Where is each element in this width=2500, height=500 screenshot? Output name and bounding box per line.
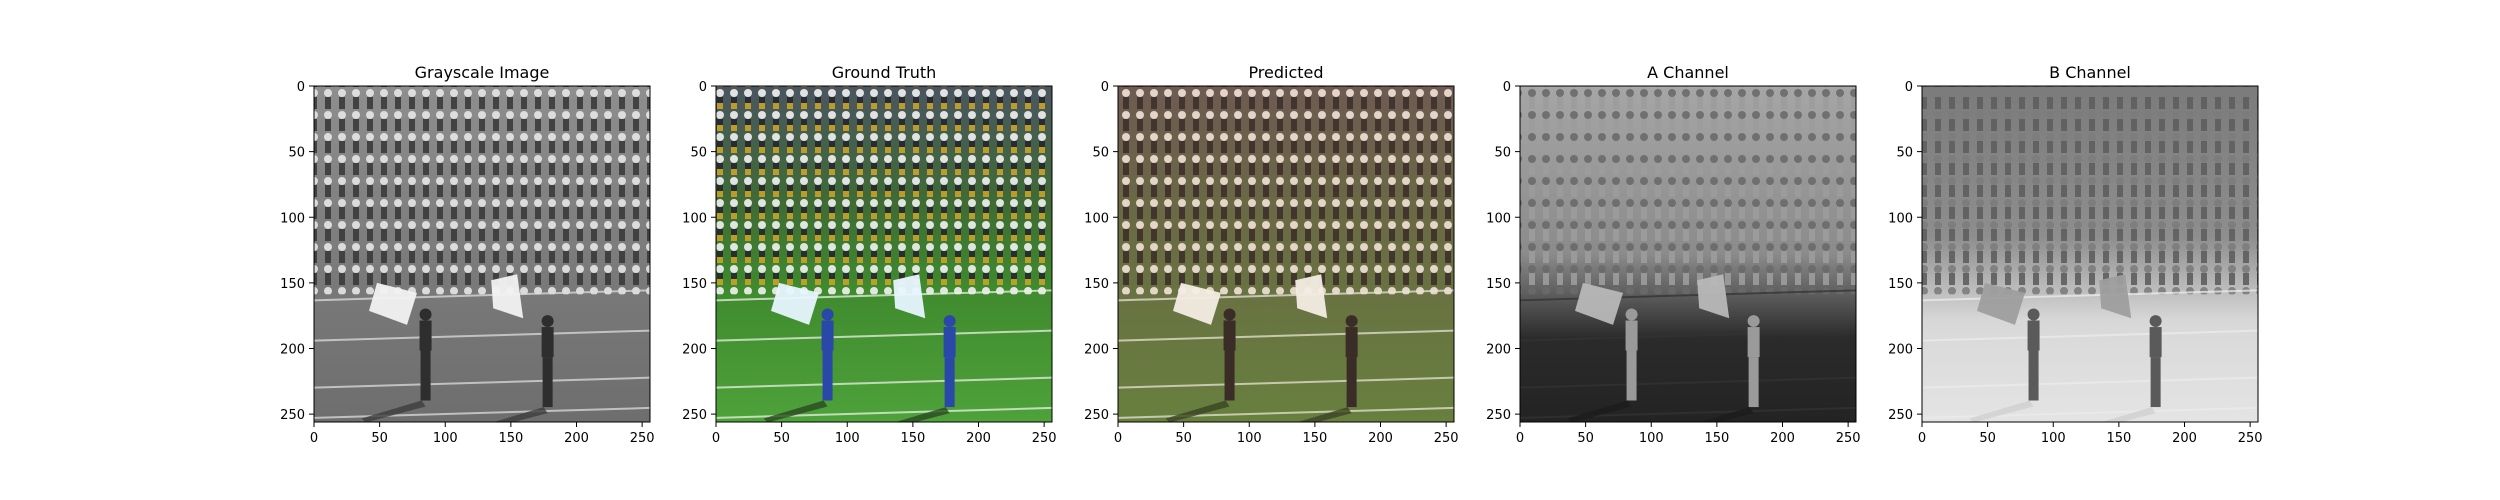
y-tick-label: 150 xyxy=(1486,277,1511,292)
y-tick-label: 0 xyxy=(699,80,707,95)
x-tick-label: 100 xyxy=(835,431,860,446)
y-tick-label: 200 xyxy=(1888,343,1913,358)
panel-a-channel: A Channel 0 50 100 150 200 250 0 50 100 150 200 250 xyxy=(1486,63,1860,446)
x-tick-label: 250 xyxy=(1836,431,1861,446)
y-tick-label: 200 xyxy=(1486,343,1511,358)
x-tick-label: 50 xyxy=(371,431,388,446)
panel-grayscale: Grayscale Image 0 50 100 150 200 250 0 50 100 150 2… xyxy=(280,63,654,446)
axes-frame xyxy=(313,85,651,423)
x-tick-label: 50 xyxy=(1979,431,1996,446)
panel-title: B Channel xyxy=(2049,63,2131,82)
x-tick-label: 100 xyxy=(2041,431,2066,446)
x-tick-label: 250 xyxy=(2238,431,2263,446)
panel-b-channel: B Channel 0 50 100 150 200 250 0 50 100 150 200 250 xyxy=(1888,63,2262,446)
x-tick-label: 0 xyxy=(1516,431,1524,446)
panel-title: Grayscale Image xyxy=(415,63,550,82)
panel-predicted: Predicted 0 50 100 150 200 250 0 50 100 150 200 250 xyxy=(1084,63,1458,446)
x-tick-label: 100 xyxy=(1639,431,1664,446)
x-tick-label: 150 xyxy=(2106,431,2131,446)
panel-truth: Ground Truth 0 50 100 150 200 250 0 50 100 150 200 2… xyxy=(682,63,1056,446)
x-tick-label: 0 xyxy=(1114,431,1122,446)
y-tick-label: 250 xyxy=(682,408,707,423)
y-tick-label: 0 xyxy=(1101,80,1109,95)
y-tick-label: 50 xyxy=(288,146,305,161)
x-tick-label: 50 xyxy=(1175,431,1192,446)
x-tick-label: 200 xyxy=(564,431,589,446)
x-tick-label: 150 xyxy=(1704,431,1729,446)
panel-title: Predicted xyxy=(1248,63,1323,82)
y-tick-label: 200 xyxy=(280,343,305,358)
panel-image xyxy=(1922,86,2258,422)
x-tick-label: 100 xyxy=(433,431,458,446)
x-tick-label: 150 xyxy=(1302,431,1327,446)
x-tick-label: 0 xyxy=(310,431,318,446)
y-tick-label: 250 xyxy=(280,408,305,423)
panel-image xyxy=(716,86,1052,422)
x-tick-label: 200 xyxy=(1770,431,1795,446)
x-tick-label: 200 xyxy=(1368,431,1393,446)
panel-image xyxy=(1118,86,1454,422)
panels-group: Grayscale Image 0 50 100 150 200 250 0 50 100 150 2… xyxy=(280,63,2262,446)
x-tick-label: 50 xyxy=(1577,431,1594,446)
y-tick-label: 150 xyxy=(682,277,707,292)
y-tick-label: 100 xyxy=(1084,211,1109,226)
y-tick-label: 250 xyxy=(1486,408,1511,423)
x-tick-label: 150 xyxy=(900,431,925,446)
x-tick-label: 0 xyxy=(1918,431,1926,446)
axes-frame xyxy=(1117,85,1455,423)
x-tick-label: 200 xyxy=(2172,431,2197,446)
y-tick-label: 50 xyxy=(1494,146,1511,161)
axes-frame xyxy=(1921,85,2259,423)
x-tick-label: 50 xyxy=(773,431,790,446)
x-tick-label: 250 xyxy=(1434,431,1459,446)
panel-image xyxy=(1520,86,1856,422)
y-tick-label: 100 xyxy=(1486,211,1511,226)
y-tick-label: 100 xyxy=(682,211,707,226)
panel-title: A Channel xyxy=(1647,63,1729,82)
y-tick-label: 0 xyxy=(297,80,305,95)
x-tick-label: 250 xyxy=(630,431,655,446)
x-tick-label: 250 xyxy=(1032,431,1057,446)
y-tick-label: 50 xyxy=(1896,146,1913,161)
y-tick-label: 100 xyxy=(1888,211,1913,226)
axes-frame xyxy=(1519,85,1857,423)
y-tick-label: 100 xyxy=(280,211,305,226)
y-tick-label: 150 xyxy=(1888,277,1913,292)
y-tick-label: 150 xyxy=(1084,277,1109,292)
panel-title: Ground Truth xyxy=(832,63,937,82)
panel-image xyxy=(314,86,650,422)
y-tick-label: 50 xyxy=(1092,146,1109,161)
y-tick-label: 250 xyxy=(1888,408,1913,423)
axes-frame xyxy=(715,85,1053,423)
y-tick-label: 0 xyxy=(1905,80,1913,95)
y-tick-label: 200 xyxy=(682,343,707,358)
y-tick-label: 50 xyxy=(690,146,707,161)
y-tick-label: 150 xyxy=(280,277,305,292)
y-tick-label: 0 xyxy=(1503,80,1511,95)
x-tick-label: 0 xyxy=(712,431,720,446)
y-tick-label: 200 xyxy=(1084,343,1109,358)
x-tick-label: 150 xyxy=(498,431,523,446)
x-tick-label: 200 xyxy=(966,431,991,446)
x-tick-label: 100 xyxy=(1237,431,1262,446)
y-tick-label: 250 xyxy=(1084,408,1109,423)
